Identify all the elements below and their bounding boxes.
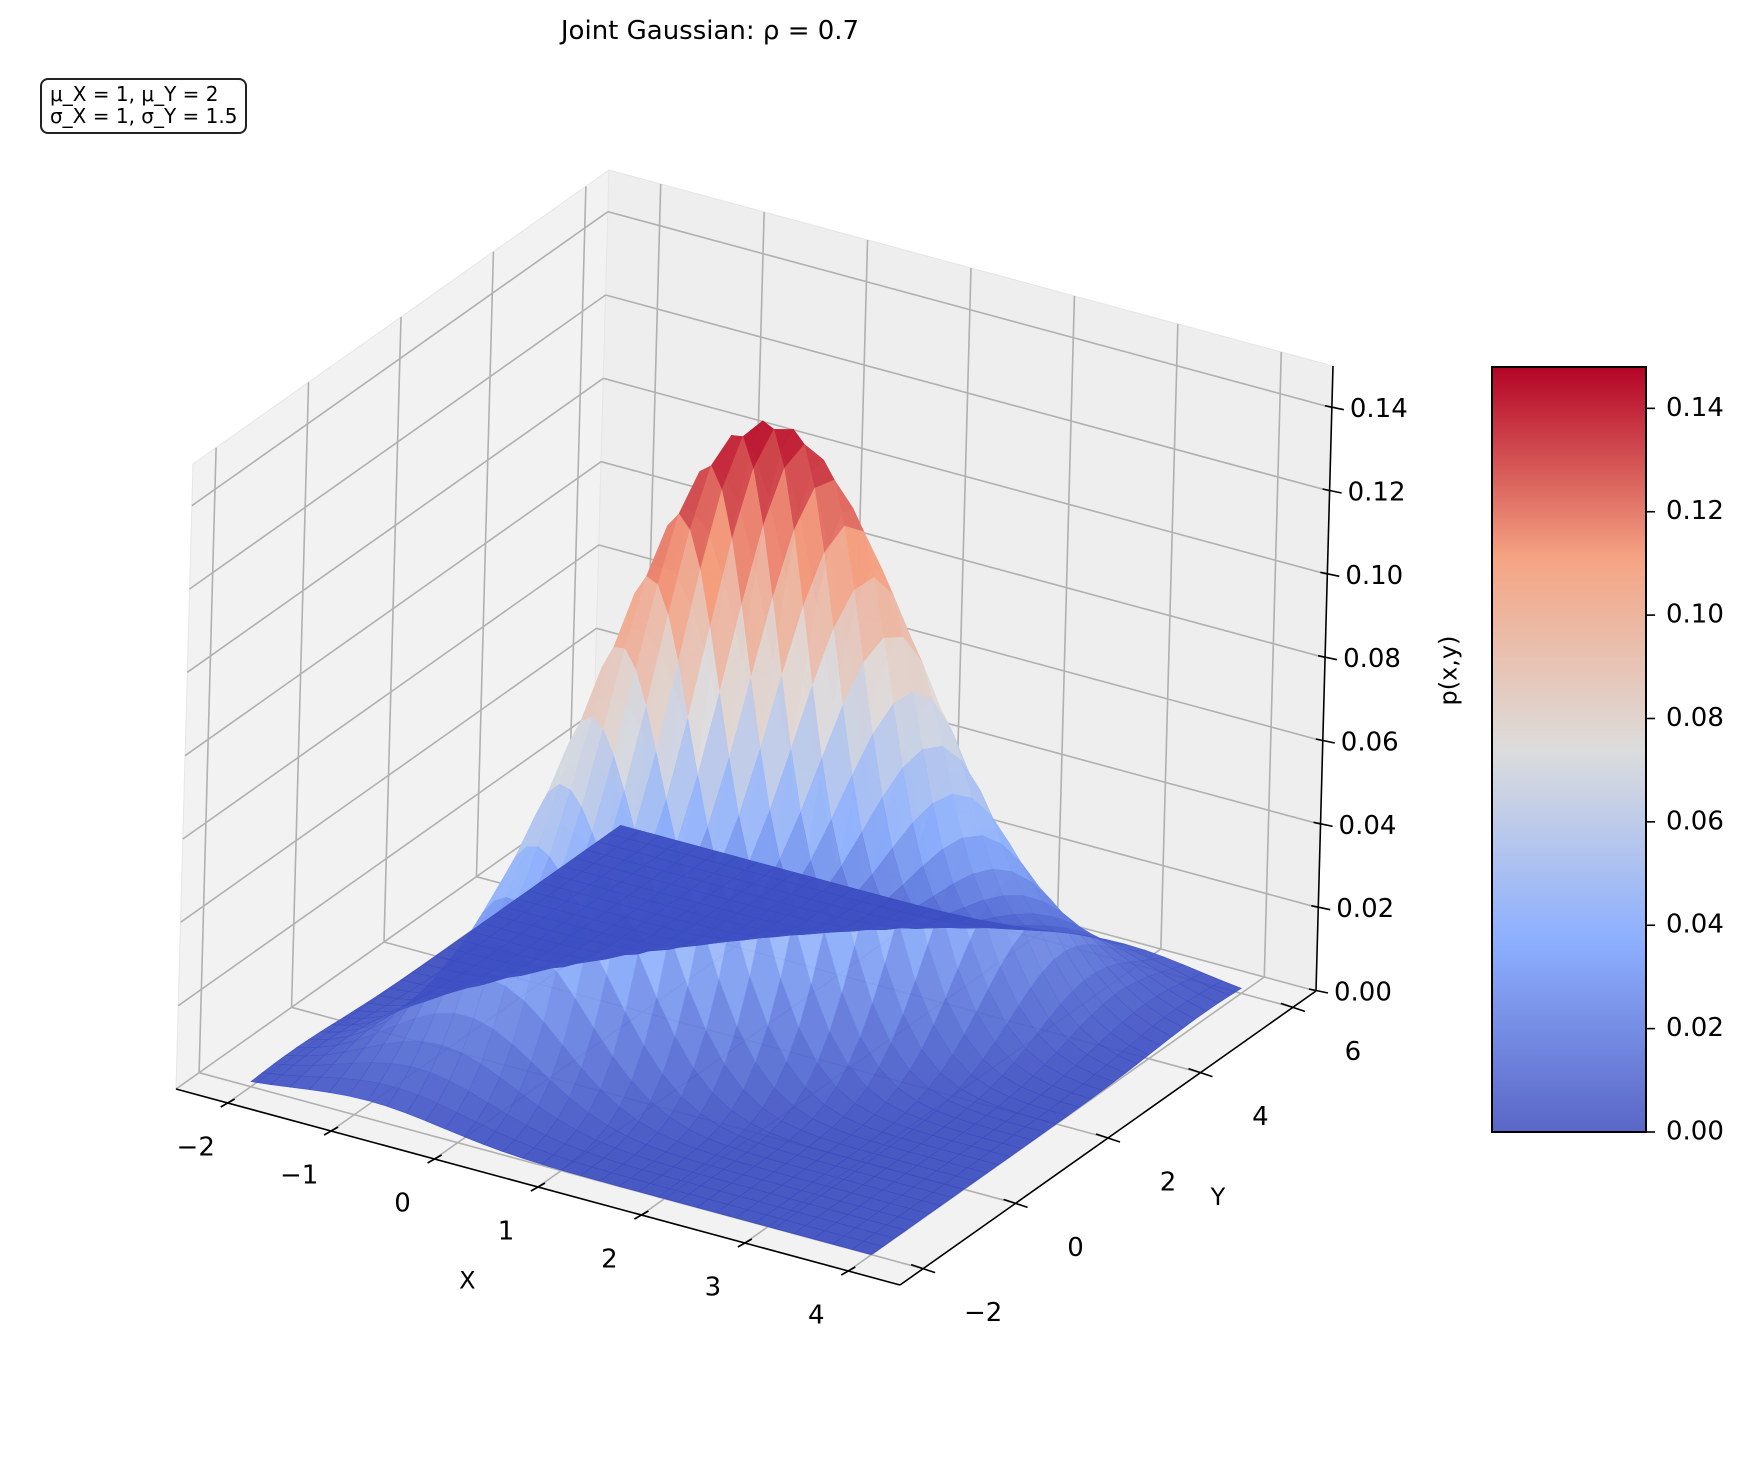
- z-tick-label: 0.12: [1348, 478, 1406, 508]
- y-tick-label: 4: [1252, 1102, 1269, 1132]
- z-tick-label: 0.08: [1343, 644, 1401, 674]
- grid-left-y: [568, 186, 587, 812]
- x-tick-label: 3: [705, 1273, 722, 1303]
- z-tick-mark: [1311, 904, 1331, 911]
- z-tick-mark: [1324, 404, 1345, 411]
- grid-left-z: [177, 711, 595, 1007]
- x-tick-label: −2: [177, 1133, 215, 1163]
- x-tick-mark: [427, 1154, 442, 1164]
- y-tick-label: 6: [1345, 1037, 1362, 1067]
- grid-left-z: [182, 544, 600, 840]
- x-tick-label: 4: [808, 1301, 825, 1331]
- y-tick-mark: [1003, 1198, 1028, 1209]
- y-tick-mark: [1188, 1067, 1213, 1078]
- grid-back-x: [1263, 351, 1283, 978]
- z-tick-mark: [1320, 571, 1340, 578]
- annotation-line-means: μ_X = 1, μ_Y = 2: [50, 82, 219, 106]
- axis-lines-and-ticks: −2 −1 0 1 2 3 4 X −2 0 2 4 6 Y 0.00 0.02 0.04 0.06 0.08 0.1…: [175, 365, 1463, 1331]
- z-tick-mark: [1317, 654, 1338, 661]
- grid-left-z: [191, 211, 609, 507]
- colorbar-tick-label: 0.12: [1666, 496, 1724, 526]
- grid-left-z: [184, 461, 602, 757]
- x-axis-label: X: [459, 1266, 475, 1294]
- x-tick-label: 1: [498, 1217, 515, 1247]
- x-tick-mark: [323, 1126, 339, 1136]
- grid-back-z: [603, 377, 1328, 576]
- y-tick-mark: [910, 1263, 936, 1274]
- y-axis-label: Y: [1210, 1183, 1226, 1211]
- z-tick-mark: [1313, 821, 1333, 828]
- parameter-annotation-box: μ_X = 1, μ_Y = 2 σ_X = 1, σ_Y = 1.5: [40, 78, 248, 134]
- y-tick-label: 0: [1067, 1233, 1084, 1263]
- colorbar-tick-label: 0.02: [1666, 1013, 1724, 1043]
- x-tick-label: −1: [280, 1161, 318, 1191]
- z-tick-label: 0.14: [1350, 394, 1408, 424]
- x-tick-mark: [840, 1266, 856, 1276]
- grid-left-y: [475, 251, 495, 877]
- grid-back-z: [607, 210, 1333, 409]
- x-tick-mark: [220, 1098, 236, 1108]
- z-axis-line: [1315, 365, 1334, 992]
- colorbar-tick-label: 0.00: [1666, 1117, 1724, 1147]
- grid-left-y: [383, 316, 402, 943]
- grid-back-z: [605, 294, 1330, 492]
- grid-back-x: [1056, 295, 1076, 922]
- y-tick-mark: [1280, 1002, 1306, 1013]
- surface-patch: [608, 824, 641, 840]
- colorbar-gradient: [1491, 366, 1647, 1133]
- z-tick-label: 0.06: [1341, 728, 1399, 758]
- grid-left-y: [198, 447, 217, 1073]
- y-tick-label: −2: [964, 1298, 1002, 1328]
- chart-title: Joint Gaussian: ρ = 0.7: [560, 16, 860, 46]
- colorbar-tick-label: 0.06: [1666, 806, 1724, 836]
- z-tick-label: 0.04: [1339, 811, 1397, 841]
- grid-left-z: [186, 377, 604, 673]
- grid-left-y: [290, 382, 310, 1008]
- x-tick-mark: [530, 1182, 546, 1192]
- density-surface: [250, 420, 1242, 1256]
- colorbar-tick-label: 0.08: [1666, 703, 1724, 733]
- z-tick-mark: [1315, 738, 1335, 744]
- y-tick-label: 2: [1160, 1168, 1177, 1198]
- colorbar-tick-label: 0.14: [1666, 393, 1724, 423]
- grid-left-z: [189, 294, 607, 590]
- x-tick-mark: [634, 1210, 649, 1220]
- x-tick-mark: [737, 1238, 753, 1248]
- y-tick-mark: [1095, 1133, 1121, 1143]
- z-axis-label: p(x,y): [1435, 636, 1463, 706]
- grid-back-x: [1160, 323, 1179, 950]
- x-tick-label: 0: [394, 1189, 411, 1219]
- annotation-line-sigmas: σ_X = 1, σ_Y = 1.5: [50, 104, 238, 128]
- z-tick-label: 0.10: [1345, 561, 1403, 591]
- colorbar-tick-label: 0.10: [1666, 600, 1724, 630]
- z-tick-mark: [1308, 988, 1329, 994]
- x-tick-label: 2: [601, 1245, 618, 1275]
- z-tick-label: 0.00: [1334, 978, 1392, 1008]
- colorbar-tick-label: 0.04: [1666, 910, 1724, 940]
- z-tick-label: 0.02: [1336, 894, 1394, 924]
- grid-left-z: [180, 627, 597, 923]
- colorbar: 0.00 0.02 0.04 0.06 0.08 0.10 0.12 0.14: [1491, 366, 1724, 1147]
- z-tick-mark: [1322, 488, 1342, 494]
